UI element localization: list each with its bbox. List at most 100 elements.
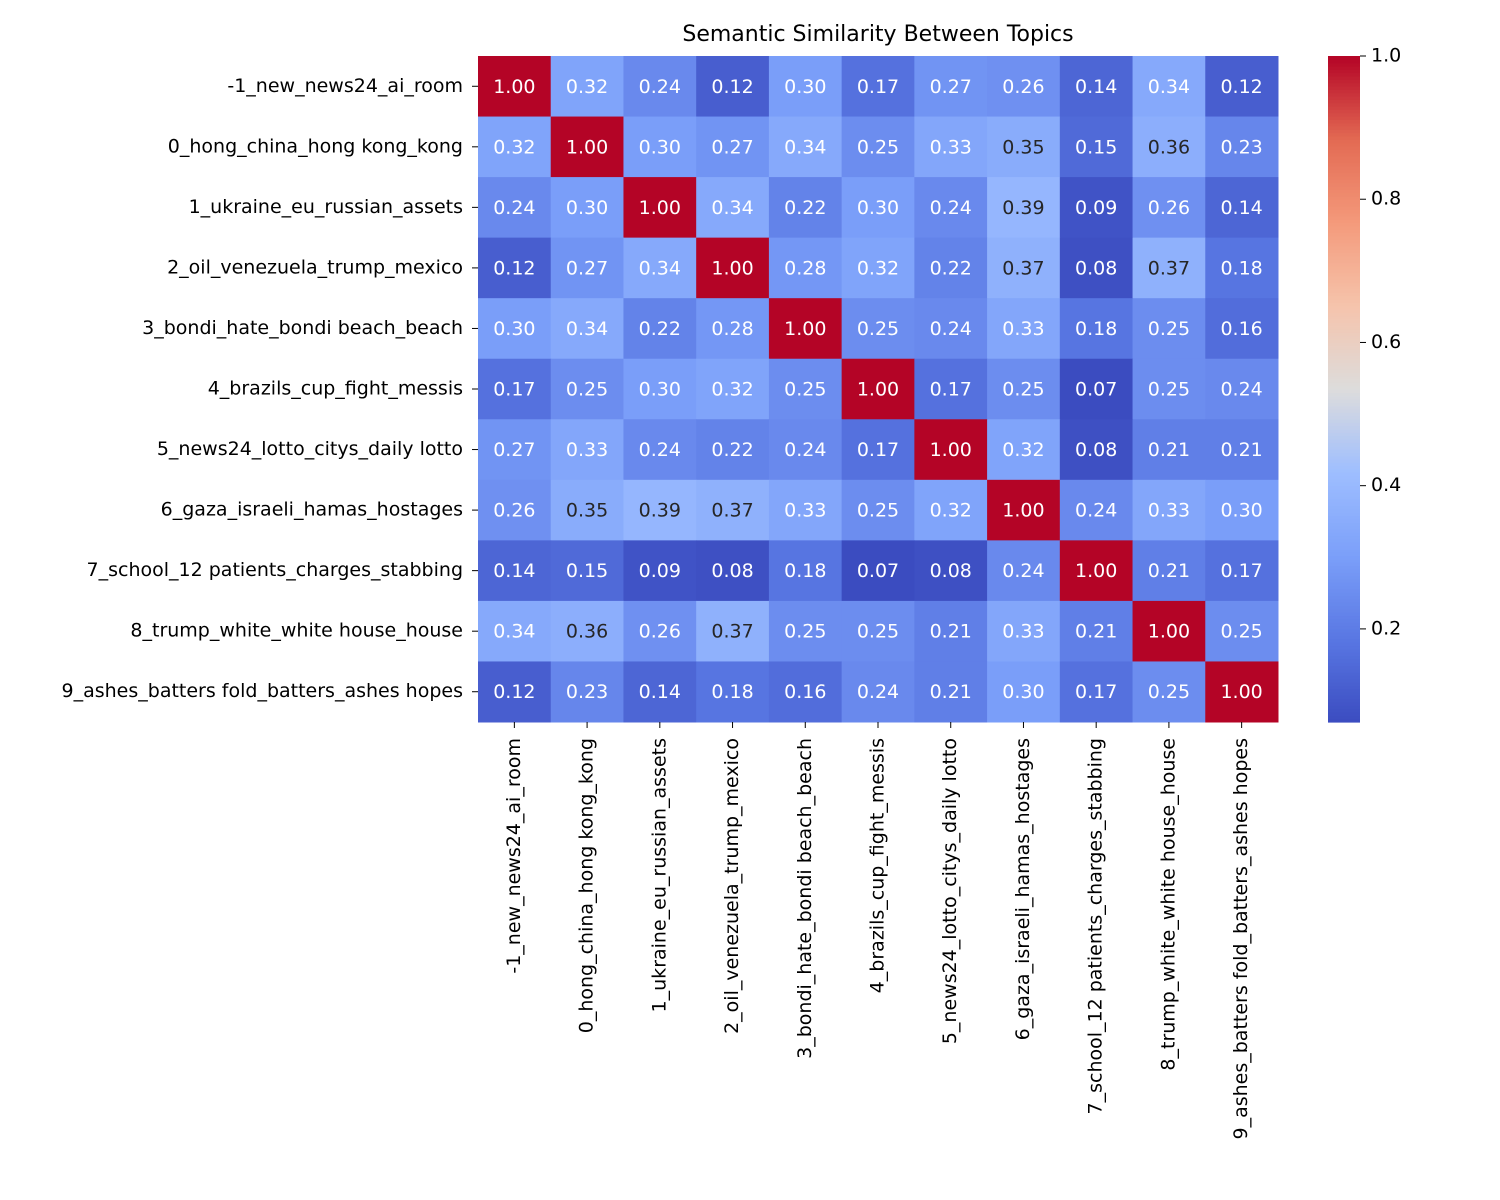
heatmap-cell <box>1132 600 1206 662</box>
heatmap-cell <box>841 177 915 239</box>
cell-label: 1.00 <box>639 197 681 219</box>
colorbar-segment <box>1328 485 1360 490</box>
colorbar-segment <box>1328 468 1360 473</box>
heatmap-cell <box>914 419 988 481</box>
cell-label: 0.12 <box>711 76 753 98</box>
colorbar-segment <box>1328 249 1360 254</box>
cell-label: 0.14 <box>1220 197 1262 219</box>
cell-label: 0.18 <box>1075 318 1117 340</box>
heatmap-cell <box>987 298 1061 360</box>
colorbar-segment <box>1328 59 1360 64</box>
colorbar-tick-label: 0.6 <box>1371 331 1401 353</box>
colorbar-segment <box>1328 555 1360 560</box>
heatmap-cell <box>1059 419 1134 481</box>
cell-label: 0.21 <box>1148 560 1190 582</box>
heatmap-cell <box>1205 600 1279 662</box>
cell-label: 0.21 <box>930 681 972 703</box>
colorbar-segment <box>1328 149 1360 154</box>
heatmap-cell <box>1205 479 1279 541</box>
colorbar-segment <box>1328 678 1360 683</box>
cell-label: 0.27 <box>711 136 753 158</box>
heatmap-cell <box>623 358 697 420</box>
heatmap-cell <box>1059 116 1134 178</box>
colorbar-segment <box>1328 119 1360 124</box>
colorbar-segment <box>1328 255 1360 260</box>
colorbar-segment <box>1328 682 1360 686</box>
colorbar-segment <box>1328 69 1360 74</box>
cell-label: 0.37 <box>711 621 753 643</box>
cell-label: 0.34 <box>1148 76 1190 98</box>
cell-label: 0.26 <box>1148 197 1190 219</box>
colorbar-segment <box>1328 462 1360 467</box>
colorbar-segment <box>1328 85 1360 90</box>
y-tick-label: 3_bondi_hate_bondi beach_beach <box>142 317 463 339</box>
cell-label: 1.00 <box>711 257 753 279</box>
cell-label: 0.17 <box>493 379 535 401</box>
colorbar-segment <box>1328 428 1360 433</box>
cell-label: 0.37 <box>711 500 753 522</box>
colorbar-segment <box>1328 542 1360 547</box>
cell-label: 0.21 <box>930 621 972 643</box>
cell-label: 0.21 <box>1075 621 1117 643</box>
colorbar-segment <box>1328 402 1360 407</box>
heatmap-cell <box>987 177 1061 239</box>
colorbar-segment <box>1328 422 1360 427</box>
heatmap-cell <box>914 56 988 118</box>
cell-label: 0.30 <box>1002 681 1044 703</box>
cell-label: 0.34 <box>711 197 753 219</box>
colorbar-segment <box>1328 598 1360 603</box>
colorbar-segment <box>1328 335 1360 340</box>
heatmap-cell <box>1205 298 1279 360</box>
cell-label: 0.39 <box>639 500 681 522</box>
y-tick-label: 0_hong_china_hong kong_kong <box>168 135 463 157</box>
cell-label: 0.26 <box>1002 76 1044 98</box>
heatmap-cell <box>1205 116 1279 178</box>
colorbar-segment <box>1328 495 1360 500</box>
cell-label: 0.33 <box>566 439 608 461</box>
colorbar-segment <box>1328 482 1360 487</box>
colorbar-segment <box>1328 349 1360 353</box>
colorbar-segment <box>1328 602 1360 607</box>
cell-label: 0.24 <box>930 318 972 340</box>
colorbar-segment <box>1328 355 1360 360</box>
heatmap-cell <box>478 358 552 420</box>
colorbar-tick-label: 0.4 <box>1371 474 1401 496</box>
colorbar-segment <box>1328 369 1360 373</box>
colorbar-segment <box>1328 112 1360 117</box>
colorbar-segment <box>1328 452 1360 457</box>
colorbar-segment <box>1328 75 1360 80</box>
cell-label: 0.34 <box>566 318 608 340</box>
colorbar-segment <box>1328 692 1360 696</box>
cell-label: 0.32 <box>1002 439 1044 461</box>
colorbar-segment <box>1328 265 1360 270</box>
cell-label: 0.24 <box>930 197 972 219</box>
colorbar-segment <box>1328 392 1360 397</box>
cell-label: 0.25 <box>1148 681 1190 703</box>
heatmap-cell <box>623 479 697 541</box>
heatmap-cell <box>623 177 697 239</box>
colorbar-segment <box>1328 79 1360 84</box>
x-tick-label: 3_bondi_hate_bondi beach_beach <box>794 738 816 1059</box>
heatmap-cell <box>987 358 1061 420</box>
cell-label: 0.30 <box>566 197 608 219</box>
colorbar-segment <box>1328 195 1360 200</box>
heatmap-cell <box>550 540 624 602</box>
cell-label: 0.17 <box>857 439 899 461</box>
heatmap-cell <box>623 237 697 299</box>
cell-label: 0.14 <box>639 681 681 703</box>
colorbar-segment <box>1328 638 1360 643</box>
colorbar-segment <box>1328 432 1360 437</box>
colorbar-segment <box>1328 528 1360 533</box>
cell-label: 0.18 <box>711 681 753 703</box>
cell-label: 0.39 <box>1002 197 1044 219</box>
colorbar-segment <box>1328 209 1360 214</box>
colorbar-segment <box>1328 122 1360 127</box>
cell-label: 0.18 <box>784 560 826 582</box>
cell-label: 0.22 <box>784 197 826 219</box>
colorbar-segment <box>1328 245 1360 250</box>
colorbar-segment <box>1328 232 1360 237</box>
colorbar-segment <box>1328 239 1360 244</box>
heatmap-cell <box>1059 540 1134 602</box>
heatmap-cell <box>1132 298 1206 360</box>
heatmap-cell <box>550 237 624 299</box>
